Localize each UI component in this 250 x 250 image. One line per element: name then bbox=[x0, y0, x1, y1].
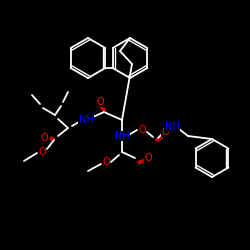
Text: NH: NH bbox=[114, 131, 130, 141]
Text: O: O bbox=[138, 125, 146, 135]
Text: O: O bbox=[102, 157, 110, 167]
Text: O: O bbox=[96, 97, 104, 107]
Text: O: O bbox=[38, 147, 46, 157]
Text: O: O bbox=[144, 153, 152, 163]
Text: O: O bbox=[40, 133, 48, 143]
Text: NH: NH bbox=[164, 122, 180, 132]
Text: O: O bbox=[161, 127, 169, 137]
Text: NH: NH bbox=[78, 115, 94, 125]
